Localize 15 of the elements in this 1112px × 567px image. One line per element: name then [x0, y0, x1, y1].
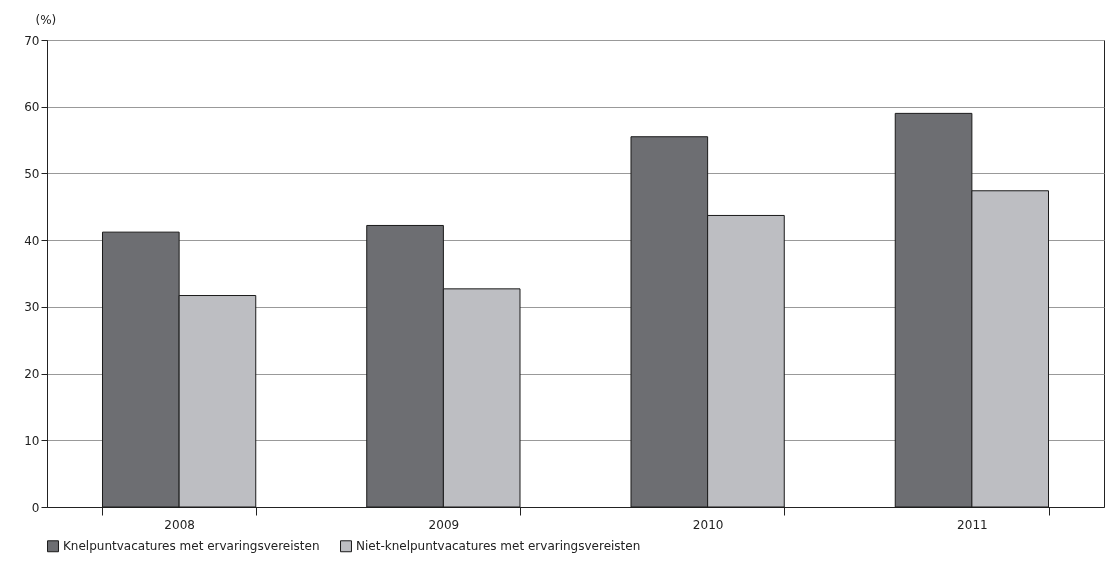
- x-tick-label: 2011: [957, 517, 988, 532]
- y-axis-title: (%): [35, 12, 57, 27]
- legend-label: Knelpuntvacatures met ervaringsvereisten: [63, 539, 320, 554]
- y-tick-label: 20: [24, 367, 40, 382]
- y-tick-label: 40: [24, 233, 40, 248]
- y-tick-label: 10: [24, 433, 40, 448]
- legend-label: Niet-knelpuntvacatures met ervaringsvereisten: [356, 539, 641, 554]
- x-tick-label: 2009: [428, 517, 460, 532]
- x-tick-label: 2010: [692, 517, 724, 532]
- y-tick-label: 0: [31, 500, 40, 515]
- y-tick-label: 30: [24, 300, 40, 315]
- y-tick-label: 50: [24, 166, 40, 181]
- y-tick-label: 60: [24, 100, 40, 115]
- x-tick-label: 2008: [164, 517, 195, 532]
- y-tick-label: 70: [24, 33, 40, 48]
